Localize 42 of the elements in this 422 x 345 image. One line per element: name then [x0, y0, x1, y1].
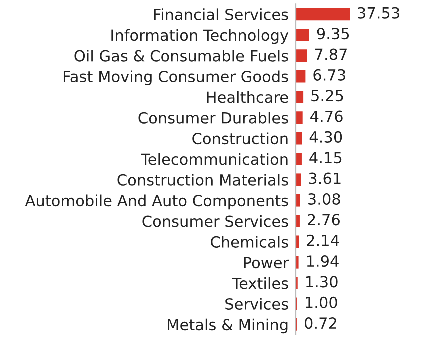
data-label: 3.61 [309, 172, 341, 184]
data-label: 0.72 [304, 318, 336, 330]
y-tick-label: Fast Moving Consumer Goods [64, 70, 288, 86]
bar [296, 112, 303, 124]
y-tick-label: Construction [192, 132, 288, 145]
y-tick-label: Consumer Services [142, 215, 288, 228]
y-tick-label: Metals & Mining [168, 318, 288, 334]
y-tick-label: Information Technology [112, 29, 289, 44]
data-label: 3.08 [308, 193, 340, 206]
data-label: 9.35 [317, 28, 350, 40]
data-label: 4.30 [310, 131, 342, 143]
data-label: 5.25 [312, 90, 344, 102]
bar [296, 28, 310, 42]
y-tick-label: Consumer Durables [138, 112, 288, 124]
bar [296, 153, 302, 166]
y-tick-label: Telecommunication [141, 153, 288, 166]
data-label: 37.53 [358, 7, 400, 19]
bar [296, 256, 299, 269]
y-tick-label: Power [244, 257, 290, 269]
data-label: 7.87 [316, 48, 347, 60]
bar [296, 8, 350, 21]
y-tick-label: Automobile And Auto Components [25, 194, 288, 210]
bar [296, 50, 308, 62]
data-label: 6.73 [314, 69, 346, 81]
y-tick-label: Services [226, 298, 288, 310]
data-label: 1.00 [306, 296, 338, 308]
data-label: 4.15 [310, 152, 342, 164]
data-label: 4.76 [310, 110, 343, 122]
data-label: 1.30 [306, 276, 338, 288]
data-label: 1.94 [307, 255, 339, 268]
y-tick-label: Construction Materials [118, 174, 288, 186]
y-tick-label: Oil Gas & Consumable Fuels [74, 50, 288, 62]
data-label: 2.76 [308, 214, 340, 226]
y-tick-label: Chemicals [211, 236, 288, 248]
y-tick-label: Financial Services [154, 8, 288, 20]
bar [296, 90, 304, 104]
y-tick-label: Healthcare [207, 91, 288, 104]
bar [296, 194, 300, 207]
data-label: 2.14 [307, 234, 340, 246]
bar [296, 132, 302, 145]
y-tick-label: Textiles [232, 277, 288, 290]
bar [296, 70, 306, 83]
